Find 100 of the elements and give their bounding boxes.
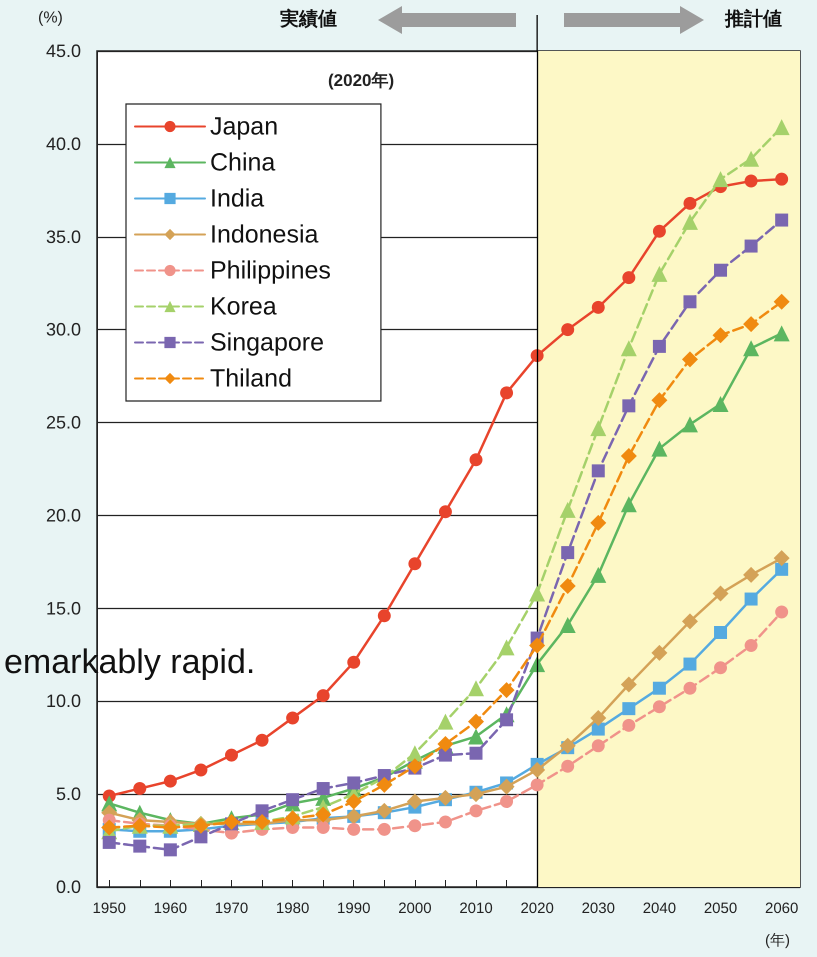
y-tick-label: 40.0: [46, 134, 81, 154]
point: [529, 762, 546, 778]
point: [561, 546, 574, 560]
point: [133, 782, 146, 796]
point: [775, 562, 788, 576]
point: [775, 606, 788, 619]
x-tick-label: 2020: [520, 900, 554, 917]
point: [622, 271, 636, 284]
point: [346, 794, 362, 810]
x-tick-label: 1960: [154, 900, 188, 917]
point: [376, 776, 392, 793]
point: [744, 592, 758, 606]
x-tick-label: 2000: [398, 900, 432, 917]
point: [133, 840, 146, 853]
x-tick-label: 1990: [337, 900, 370, 917]
point: [468, 786, 484, 802]
point: [620, 340, 637, 356]
point: [744, 174, 758, 188]
point: [406, 758, 423, 774]
point: [592, 722, 605, 736]
y-tick-label: 0.0: [56, 877, 81, 897]
point: [256, 734, 269, 747]
x-tick-label: 2040: [642, 900, 676, 917]
point: [316, 689, 330, 702]
point: [651, 392, 668, 408]
point: [620, 496, 637, 512]
x-tick-label: 2050: [704, 900, 738, 917]
point: [774, 550, 790, 566]
point: [743, 150, 760, 167]
x-axis-title: (年): [765, 932, 790, 949]
point: [683, 295, 696, 308]
point: [712, 171, 729, 188]
point: [714, 264, 728, 277]
point: [592, 739, 605, 752]
point: [743, 316, 760, 332]
legend-label: Indonesia: [210, 220, 319, 248]
point: [560, 738, 576, 754]
point: [651, 644, 668, 661]
point: [500, 713, 514, 726]
point: [652, 700, 666, 714]
point: [316, 782, 330, 796]
point: [194, 830, 208, 844]
legend-label: India: [210, 184, 264, 212]
point: [406, 745, 423, 762]
y-tick-label: 25.0: [46, 412, 81, 433]
point: [592, 300, 605, 314]
point: [437, 790, 454, 806]
legend-label: China: [210, 148, 276, 176]
x-tick-label: 1970: [214, 900, 248, 917]
point: [620, 676, 637, 692]
point: [683, 196, 696, 210]
point: [590, 420, 606, 436]
point: [622, 718, 636, 732]
point: [378, 609, 391, 622]
point: [347, 822, 360, 836]
y-tick-label: 15.0: [46, 598, 81, 618]
point: [498, 778, 515, 795]
point: [470, 453, 483, 466]
point: [164, 774, 177, 788]
legend-label: Korea: [210, 292, 277, 320]
point: [225, 748, 238, 762]
point: [775, 172, 788, 186]
point: [561, 760, 574, 773]
point: [164, 843, 177, 856]
point: [406, 794, 423, 810]
point: [775, 214, 788, 227]
point: [561, 323, 574, 336]
point: [102, 836, 116, 849]
legend-label: Japan: [210, 112, 278, 140]
point: [652, 224, 666, 238]
point: [529, 585, 546, 602]
point: [651, 440, 668, 457]
point: [286, 711, 300, 724]
y-tick-label: 35.0: [46, 226, 81, 247]
point: [560, 502, 576, 518]
point: [316, 821, 330, 834]
point: [437, 714, 454, 730]
x-tick-label: 2030: [582, 900, 615, 917]
point: [560, 578, 576, 594]
point: [714, 626, 728, 639]
point: [651, 266, 668, 282]
point: [470, 804, 483, 818]
point: [529, 637, 546, 654]
point: [682, 214, 698, 230]
point: [347, 776, 360, 790]
point: [682, 613, 698, 630]
point: [438, 815, 452, 828]
x-tick-label: 1950: [92, 900, 126, 917]
point: [592, 464, 605, 478]
point: [438, 748, 452, 762]
y-tick-label: 10.0: [46, 691, 81, 712]
point: [682, 351, 698, 368]
point: [712, 585, 729, 602]
legend-label: Thiland: [210, 364, 292, 392]
point: [744, 638, 758, 652]
point: [683, 682, 696, 695]
point: [590, 710, 606, 726]
point: [286, 793, 300, 806]
point: [774, 325, 790, 342]
point: [744, 240, 758, 253]
